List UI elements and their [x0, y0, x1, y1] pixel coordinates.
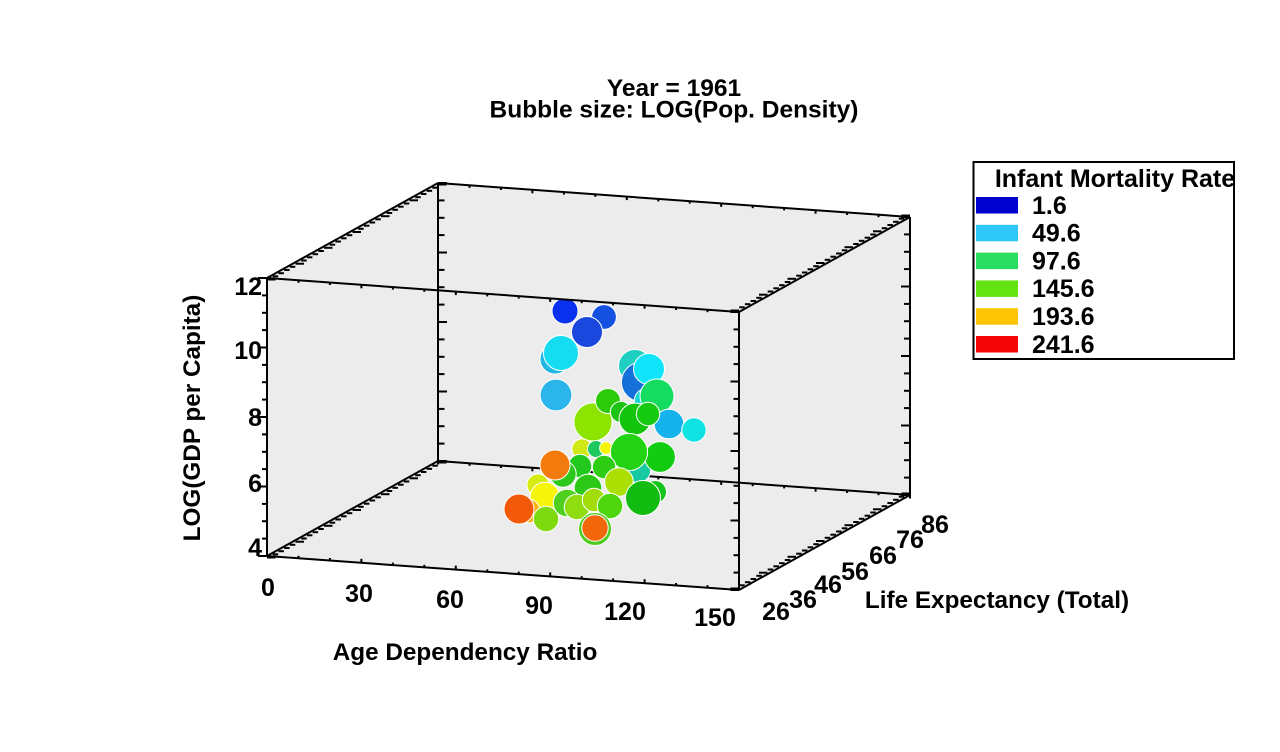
svg-text:Life Expectancy (Total): Life Expectancy (Total)	[865, 587, 1129, 614]
svg-text:66: 66	[869, 542, 897, 570]
svg-text:36: 36	[789, 586, 817, 614]
svg-text:30: 30	[345, 580, 373, 608]
svg-text:0: 0	[261, 574, 275, 602]
svg-text:10: 10	[234, 337, 262, 365]
svg-text:97.6: 97.6	[1032, 247, 1081, 275]
svg-text:76: 76	[896, 526, 924, 554]
svg-text:46: 46	[814, 571, 842, 599]
svg-text:1.6: 1.6	[1032, 192, 1067, 220]
svg-text:86: 86	[921, 511, 949, 539]
svg-text:150: 150	[694, 604, 736, 632]
svg-text:145.6: 145.6	[1032, 275, 1095, 303]
svg-text:Age Dependency Ratio: Age Dependency Ratio	[333, 639, 598, 666]
svg-text:6: 6	[248, 470, 262, 498]
svg-text:8: 8	[248, 404, 262, 432]
svg-text:26: 26	[762, 598, 790, 626]
svg-text:56: 56	[841, 558, 869, 586]
svg-text:Infant Mortality Rate: Infant Mortality Rate	[995, 165, 1235, 193]
svg-text:60: 60	[436, 586, 464, 614]
svg-text:49.6: 49.6	[1032, 220, 1081, 248]
svg-text:Year = 1961: Year = 1961	[607, 75, 741, 102]
svg-text:120: 120	[604, 598, 646, 626]
svg-text:193.6: 193.6	[1032, 303, 1095, 331]
svg-text:Bubble size: LOG(Pop. Density): Bubble size: LOG(Pop. Density)	[490, 97, 859, 124]
svg-text:12: 12	[234, 273, 262, 301]
svg-text:90: 90	[525, 592, 553, 620]
svg-text:241.6: 241.6	[1032, 331, 1095, 359]
svg-text:4: 4	[248, 534, 262, 562]
svg-text:LOG(GDP per Capita): LOG(GDP per Capita)	[179, 295, 206, 542]
